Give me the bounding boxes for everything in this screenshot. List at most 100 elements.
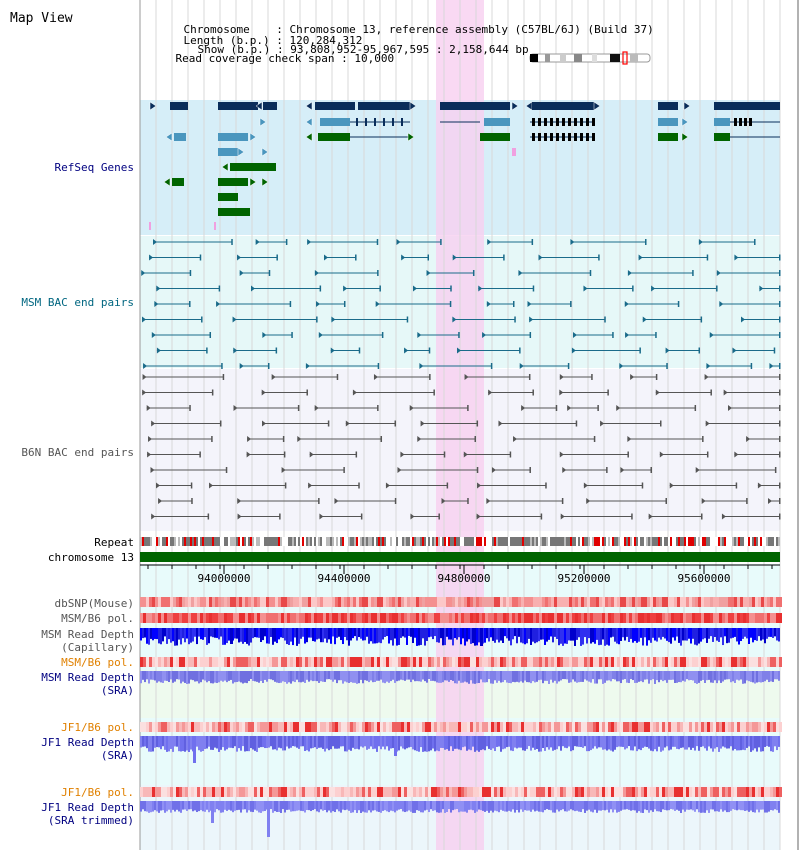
heat-cell [227, 722, 230, 732]
depth-bar [176, 628, 178, 646]
depth-bar [186, 736, 188, 751]
track-label-jf1-depth-trimmed[interactable]: JF1 Read Depth (SRA trimmed) [41, 801, 134, 827]
repeat-segment [290, 537, 292, 546]
heat-cell [605, 613, 608, 623]
heat-cell [578, 722, 581, 732]
depth-bar [548, 628, 550, 640]
heat-cell [377, 787, 380, 797]
repeat-segment [690, 537, 692, 546]
coverage-value: 10,000 [354, 52, 395, 65]
depth-bar [196, 628, 198, 645]
track-label-msm-b6-pol[interactable]: MSM/B6 pol. [61, 612, 134, 625]
bac-end-marker [779, 270, 781, 276]
track-label-msm-b6-pol-2[interactable]: MSM/B6 pol. [61, 656, 134, 669]
heat-cell [527, 597, 530, 607]
depth-bar [508, 736, 510, 747]
depth-bar [242, 736, 244, 747]
heat-cell [428, 787, 431, 797]
heat-cell [170, 722, 173, 732]
depth-bar [240, 628, 242, 642]
depth-bar [222, 671, 224, 682]
track-label-msm-depth-sra[interactable]: MSM Read Depth (SRA) [41, 671, 134, 697]
depth-bar [296, 628, 298, 646]
depth-bar [400, 801, 402, 810]
repeat-segment [560, 537, 562, 546]
depth-bar [738, 671, 740, 681]
bac-end-marker [560, 513, 565, 520]
bac-end-marker [779, 332, 781, 338]
depth-bar [486, 736, 488, 747]
depth-bar [246, 671, 248, 684]
depth-bar [376, 671, 378, 681]
heat-cell [368, 787, 371, 797]
heat-cell [431, 722, 434, 732]
depth-bar [710, 801, 712, 810]
track-label-repeat[interactable]: Repeat [94, 536, 134, 549]
repeat-segment [322, 537, 324, 546]
bac-end-marker [446, 482, 449, 489]
bac-end-marker [237, 513, 242, 520]
heat-cell [302, 613, 305, 623]
depth-bar [388, 801, 390, 813]
bac-end-marker [343, 285, 348, 292]
depth-bar [762, 628, 764, 640]
depth-bar [766, 671, 768, 680]
bac-end-marker [779, 405, 781, 411]
depth-bar [622, 671, 624, 680]
heat-cell [608, 657, 611, 667]
heat-cell [662, 597, 665, 607]
depth-bar [164, 801, 166, 813]
repeat-segment [730, 537, 732, 546]
depth-bar [316, 628, 318, 640]
track-label-msm-depth-capillary[interactable]: MSM Read Depth (Capillary) [41, 628, 134, 654]
heat-cell [281, 787, 284, 797]
track-label-jf1-depth-sra[interactable]: JF1 Read Depth (SRA) [41, 736, 134, 762]
heat-cell [386, 787, 389, 797]
depth-bar [586, 628, 588, 644]
track-label-dbsnp[interactable]: dbSNP(Mouse) [54, 597, 134, 610]
depth-bar [560, 671, 562, 681]
depth-bar [670, 671, 672, 680]
heat-cell [503, 787, 506, 797]
depth-bar [596, 736, 598, 749]
gene-feature [218, 133, 248, 141]
gene-exon [749, 118, 752, 126]
track-label-jf1-b6-pol[interactable]: JF1/B6 pol. [61, 721, 134, 734]
track-label-msm-bac[interactable]: MSM BAC end pairs [21, 296, 134, 309]
track-label-b6n-bac[interactable]: B6N BAC end pairs [21, 446, 134, 459]
depth-bar [566, 628, 568, 644]
depth-bar [392, 671, 394, 680]
gene-exon [550, 133, 553, 141]
track-label-refseq[interactable]: RefSeq Genes [54, 161, 134, 174]
depth-bar [192, 801, 194, 812]
depth-bar [484, 628, 486, 643]
heat-cell [485, 657, 488, 667]
heat-cell [158, 657, 161, 667]
depth-bar [560, 628, 562, 644]
repeat-segment [490, 537, 492, 546]
bac-end-marker [232, 316, 237, 323]
repeat-segment [212, 537, 214, 546]
depth-bar [654, 801, 656, 810]
depth-bar [662, 801, 664, 810]
repeat-segment [424, 537, 426, 546]
bac-end-marker [327, 420, 330, 427]
depth-bar [298, 628, 300, 644]
repeat-segment [666, 537, 668, 546]
heat-cell [146, 787, 149, 797]
depth-bar [644, 736, 646, 747]
depth-bar [682, 671, 684, 681]
depth-bar [476, 736, 478, 751]
gene-exon [538, 118, 541, 126]
heat-cell [536, 613, 539, 623]
repeat-segment [742, 537, 744, 546]
gene-feature [230, 163, 276, 171]
heat-cell [611, 657, 614, 667]
depth-bar [652, 671, 654, 680]
track-label-chromosome[interactable]: chromosome 13 [47, 551, 134, 564]
repeat-segment [362, 537, 364, 546]
coverage-info: Read coverage check span : 10,000 [149, 42, 395, 75]
track-label-jf1-b6-pol-2[interactable]: JF1/B6 pol. [61, 786, 134, 799]
depth-bar [710, 628, 712, 637]
bac-end-marker [343, 467, 345, 473]
